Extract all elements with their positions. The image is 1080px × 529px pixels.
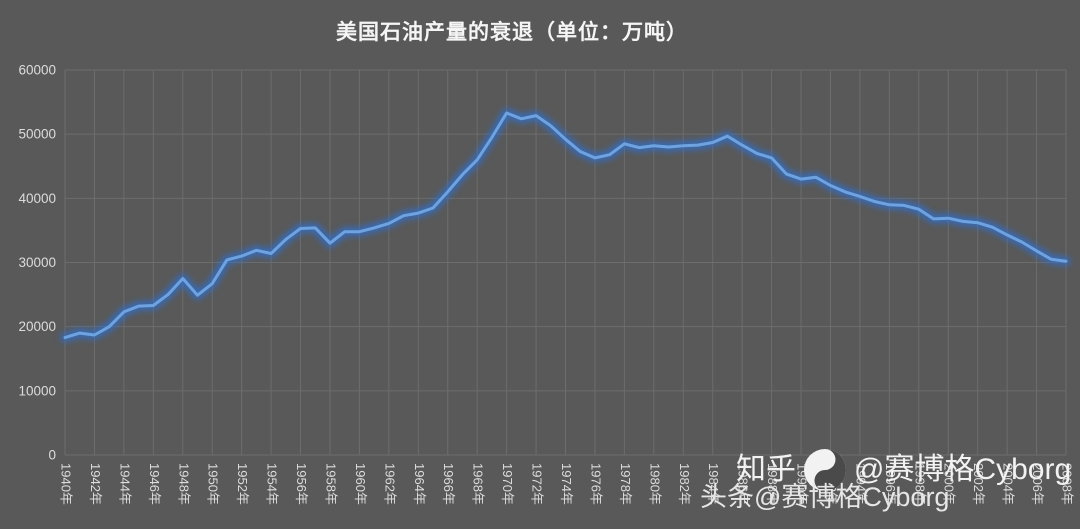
svg-text:1978年: 1978年 (618, 463, 633, 505)
watermark-zhihu-label: 知乎 (736, 453, 796, 486)
svg-text:2006年: 2006年 (1030, 463, 1045, 505)
svg-text:0: 0 (48, 448, 56, 463)
svg-text:1948年: 1948年 (176, 463, 191, 505)
svg-text:1940年: 1940年 (59, 463, 74, 505)
svg-text:1976年: 1976年 (588, 463, 603, 505)
cyborg-avatar-icon (803, 448, 847, 492)
svg-text:1972年: 1972年 (530, 463, 545, 505)
svg-text:1996年: 1996年 (883, 463, 898, 505)
svg-text:10000: 10000 (18, 383, 56, 398)
watermark: 知乎 @赛博格Cyborg 头条@赛博格Cyborg (700, 448, 1071, 512)
svg-text:50000: 50000 (18, 127, 56, 142)
svg-text:1944年: 1944年 (117, 463, 132, 505)
svg-text:1980年: 1980年 (647, 463, 662, 505)
svg-text:60000: 60000 (18, 63, 56, 78)
svg-text:1970年: 1970年 (500, 463, 515, 505)
svg-text:1982年: 1982年 (677, 463, 692, 505)
svg-text:2008年: 2008年 (1060, 463, 1075, 505)
svg-text:20000: 20000 (18, 319, 56, 334)
y-axis-labels: 0 10000 20000 30000 40000 50000 60000 (18, 63, 56, 463)
svg-text:1956年: 1956年 (294, 463, 309, 505)
svg-text:1968年: 1968年 (471, 463, 486, 505)
svg-text:1950年: 1950年 (206, 463, 221, 505)
series-line (63, 111, 1068, 340)
svg-text:1962年: 1962年 (382, 463, 397, 505)
svg-text:1964年: 1964年 (412, 463, 427, 505)
svg-text:1960年: 1960年 (353, 463, 368, 505)
svg-text:1998年: 1998年 (912, 463, 927, 505)
svg-text:1994年: 1994年 (853, 463, 868, 505)
svg-text:1966年: 1966年 (441, 463, 456, 505)
svg-text:2000年: 2000年 (942, 463, 957, 505)
watermark-zhihu-row: 知乎 @赛博格Cyborg (736, 448, 1071, 492)
svg-text:1958年: 1958年 (323, 463, 338, 505)
svg-text:1986年: 1986年 (736, 463, 751, 505)
svg-text:1954年: 1954年 (265, 463, 280, 505)
svg-text:1974年: 1974年 (559, 463, 574, 505)
svg-text:2002年: 2002年 (971, 463, 986, 505)
svg-text:1984年: 1984年 (706, 463, 721, 505)
svg-text:2004年: 2004年 (1001, 463, 1016, 505)
svg-text:1988年: 1988年 (765, 463, 780, 505)
watermark-toutiao-handle: 头条@赛博格Cyborg (700, 482, 950, 512)
chart-title: 美国石油产量的衰退（单位：万吨） (336, 21, 688, 44)
svg-text:30000: 30000 (18, 255, 56, 270)
gridlines (64, 69, 1067, 456)
svg-text:1942年: 1942年 (88, 463, 103, 505)
svg-text:1946年: 1946年 (147, 463, 162, 505)
svg-text:40000: 40000 (18, 191, 56, 206)
watermark-zhihu-handle: @赛博格Cyborg (854, 453, 1072, 486)
svg-text:1952年: 1952年 (235, 463, 250, 505)
x-axis-labels: 1940年 1942年 1944年 1946年 1948年 1950年 1952年 1954年… (59, 463, 1075, 505)
